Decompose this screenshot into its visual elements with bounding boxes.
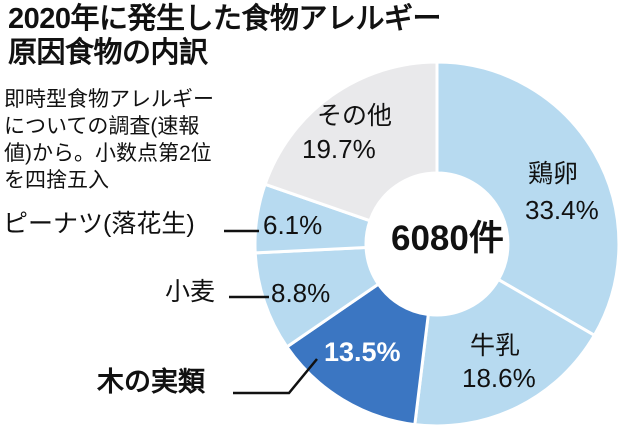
segment-label-3: 小麦 [165,278,216,306]
chart-note-line: についての調査(速報 [4,115,200,138]
donut-segment-5 [263,60,439,223]
segment-value-5: 19.7% [302,134,376,164]
chart-title-line1: 2020年に発生した食物アレルギー [8,3,442,35]
donut-segment-2 [284,282,430,427]
chart-title: 2020年に発生した食物アレルギー 原因食物の内訳 [8,2,442,70]
chart-note-line: 即時型食物アレルギー [4,88,214,111]
segment-label-1: 牛乳 [470,332,521,360]
segment-value-3: 8.8% [271,278,331,308]
segment-value-0: 33.4% [525,195,599,225]
segment-label-5: その他 [317,102,393,130]
chart-note-line: を四捨五入 [4,169,109,192]
segment-value-4: 6.1% [263,210,323,240]
leader-line [233,358,318,395]
center-total: 6080件 [391,219,504,258]
segment-value-1: 18.6% [462,363,536,393]
segment-label-2: 木の実類 [97,367,205,397]
chart-note: 即時型食物アレルギー についての調査(速報 値)から。小数点第2位 を四捨五入 [4,86,214,194]
chart-note-line: 値)から。小数点第2位 [4,142,212,165]
donut-segment-1 [413,277,597,428]
segment-label-4: ピーナツ(落花生) [3,210,195,238]
chart-title-line2: 原因食物の内訳 [8,37,208,69]
donut-segment-0 [435,60,621,338]
segment-label-0: 鶏卵 [528,160,579,188]
segment-value-2: 13.5% [324,337,401,367]
